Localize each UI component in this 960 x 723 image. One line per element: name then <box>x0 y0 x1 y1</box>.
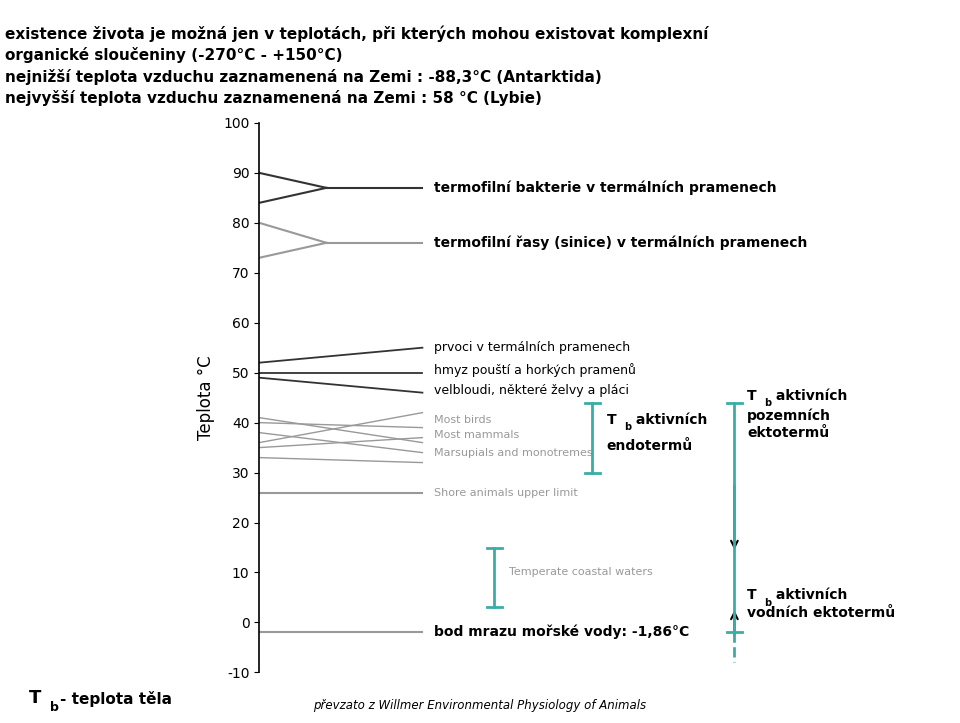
Text: b: b <box>50 701 59 714</box>
Text: nejvyšší teplota vzduchu zaznamenená na Zemi : 58 °C (Lybie): nejvyšší teplota vzduchu zaznamenená na … <box>5 90 541 106</box>
Text: aktivních: aktivních <box>631 413 708 427</box>
Text: b: b <box>764 597 771 607</box>
Text: aktivních: aktivních <box>771 389 848 403</box>
Text: T: T <box>607 413 616 427</box>
Text: pozemních: pozemních <box>747 408 830 423</box>
Text: ektotermů: ektotermů <box>747 426 829 440</box>
Text: Temperate coastal waters: Temperate coastal waters <box>509 568 653 578</box>
Text: velbloudi, některé želvy a pláci: velbloudi, některé želvy a pláci <box>434 384 629 397</box>
Text: T: T <box>29 689 41 707</box>
Text: b: b <box>764 398 771 408</box>
Text: Marsupials and monotremes: Marsupials and monotremes <box>434 448 592 458</box>
Text: prvoci v termálních pramenech: prvoci v termálních pramenech <box>434 341 630 354</box>
Text: b: b <box>624 422 631 432</box>
Text: T: T <box>747 589 756 602</box>
Text: vodních ektotermů: vodních ektotermů <box>747 606 895 620</box>
Text: organické sloučeniny (-270°C - +150°C): organické sloučeniny (-270°C - +150°C) <box>5 47 343 63</box>
Text: Shore animals upper limit: Shore animals upper limit <box>434 487 578 497</box>
Text: aktivních: aktivních <box>771 589 848 602</box>
Text: nejnižší teplota vzduchu zaznamenená na Zemi : -88,3°C (Antarktida): nejnižší teplota vzduchu zaznamenená na … <box>5 69 602 85</box>
Text: - teplota těla: - teplota těla <box>60 691 173 707</box>
Text: T: T <box>747 389 756 403</box>
Text: termofilní řasy (sinice) v termálních pramenech: termofilní řasy (sinice) v termálních pr… <box>434 236 807 250</box>
Text: endotermů: endotermů <box>607 439 693 453</box>
Text: termofilní bakterie v termálních pramenech: termofilní bakterie v termálních pramene… <box>434 181 777 195</box>
Text: Most birds: Most birds <box>434 415 492 425</box>
Text: existence života je možná jen v teplotách, při kterých mohou existovat komplexní: existence života je možná jen v teplotác… <box>5 25 708 42</box>
Text: převzato z Willmer Environmental Physiology of Animals: převzato z Willmer Environmental Physiol… <box>313 699 647 712</box>
Text: hmyz pouští a horkých pramenů: hmyz pouští a horkých pramenů <box>434 363 636 377</box>
Y-axis label: Teplota °C: Teplota °C <box>197 355 215 440</box>
Text: bod mrazu mořské vody: -1,86°C: bod mrazu mořské vody: -1,86°C <box>434 625 689 639</box>
Text: Most mammals: Most mammals <box>434 430 519 440</box>
